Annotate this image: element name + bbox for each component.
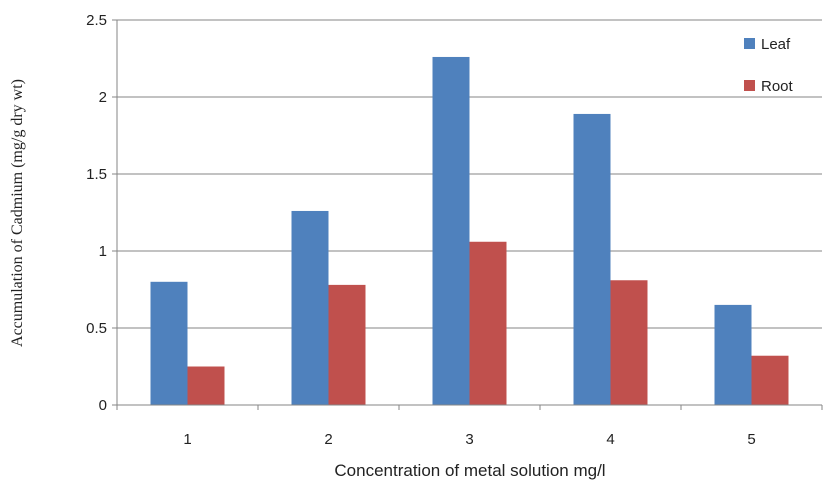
- x-tick-label: 5: [747, 431, 755, 448]
- x-tick-label: 1: [183, 431, 191, 448]
- legend-swatch-root: [744, 80, 755, 91]
- bar-leaf-2: [291, 210, 329, 405]
- bar-root-2: [328, 284, 366, 405]
- y-tick-label: 2: [99, 89, 107, 106]
- bar-leaf-4: [573, 113, 611, 405]
- bar-leaf-1: [150, 281, 188, 405]
- y-tick-label: 1: [99, 243, 107, 260]
- y-tick-label: 2.5: [86, 12, 107, 29]
- bar-leaf-3: [432, 56, 470, 406]
- bar-root-5: [751, 355, 789, 405]
- axes: [116, 20, 822, 406]
- bar-root-3: [469, 241, 507, 405]
- bar-leaf-5: [714, 304, 752, 405]
- y-axis-title: Accumulation of Cadmium (mg/g dry wt): [9, 79, 26, 347]
- bar-root-4: [610, 280, 648, 405]
- x-tick-label: 3: [465, 431, 473, 448]
- x-tick-labels: 1 2 3 4 5: [116, 405, 823, 448]
- x-tick-label: 4: [606, 431, 614, 448]
- legend-label-root: Root: [761, 78, 794, 95]
- bars: [150, 56, 789, 406]
- bar-root-1: [187, 366, 225, 405]
- y-tick-label: 0.5: [86, 320, 107, 337]
- y-tick-label: 0: [99, 397, 107, 414]
- legend: Leaf Root: [744, 36, 794, 95]
- y-tick-labels: 0 0.5 1 1.5 2 2.5: [86, 12, 117, 414]
- y-tick-label: 1.5: [86, 166, 107, 183]
- x-tick-label: 2: [324, 431, 332, 448]
- x-axis-title: Concentration of metal solution mg/l: [334, 461, 605, 480]
- legend-swatch-leaf: [744, 38, 755, 49]
- legend-label-leaf: Leaf: [761, 36, 791, 53]
